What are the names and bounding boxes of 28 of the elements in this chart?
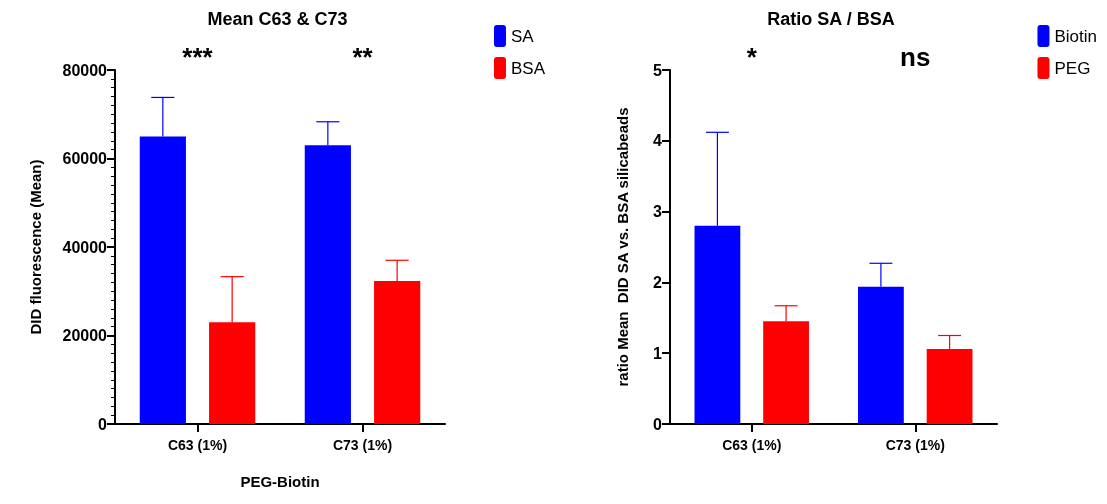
y-axis-title: ratio Mean DID SA vs. BSA silicabeads [614, 107, 631, 387]
annotation: ns [900, 42, 931, 72]
legend-label: PEG [1054, 58, 1091, 78]
y-tick-label: 1 [653, 344, 663, 362]
annotation: ** [352, 42, 374, 72]
chart-title: Mean C63 & C73 [207, 9, 348, 29]
y-tick-label: 0 [98, 415, 108, 433]
y-tick-label: 40000 [62, 238, 108, 256]
legend-label: Biotin [1054, 26, 1098, 46]
legend-label: SA [510, 26, 535, 46]
x-tick-label: C73 (1%) [332, 437, 393, 453]
y-tick-label: 5 [653, 61, 663, 79]
y-tick-label: 4 [653, 132, 663, 150]
x-tick-label: C63 (1%) [722, 437, 782, 453]
y-axis-title: DID fluorescence (Mean) [27, 159, 44, 335]
y-tick-label: 80000 [62, 61, 108, 79]
legend-label: BSA [510, 58, 546, 78]
x-tick-label: C63 (1%) [167, 437, 228, 453]
y-tick-label: 3 [653, 203, 663, 221]
y-tick-label: 0 [653, 415, 663, 433]
x-tick-label: C73 (1%) [885, 437, 945, 453]
x-axis-title: PEG-Biotin [240, 473, 320, 490]
annotation: * [746, 42, 758, 72]
y-tick-label: 60000 [62, 150, 108, 167]
annotation: *** [182, 42, 214, 72]
chart-title: Ratio SA / BSA [767, 9, 895, 29]
y-tick-label: 20000 [62, 327, 108, 344]
y-tick-label: 2 [653, 273, 663, 291]
